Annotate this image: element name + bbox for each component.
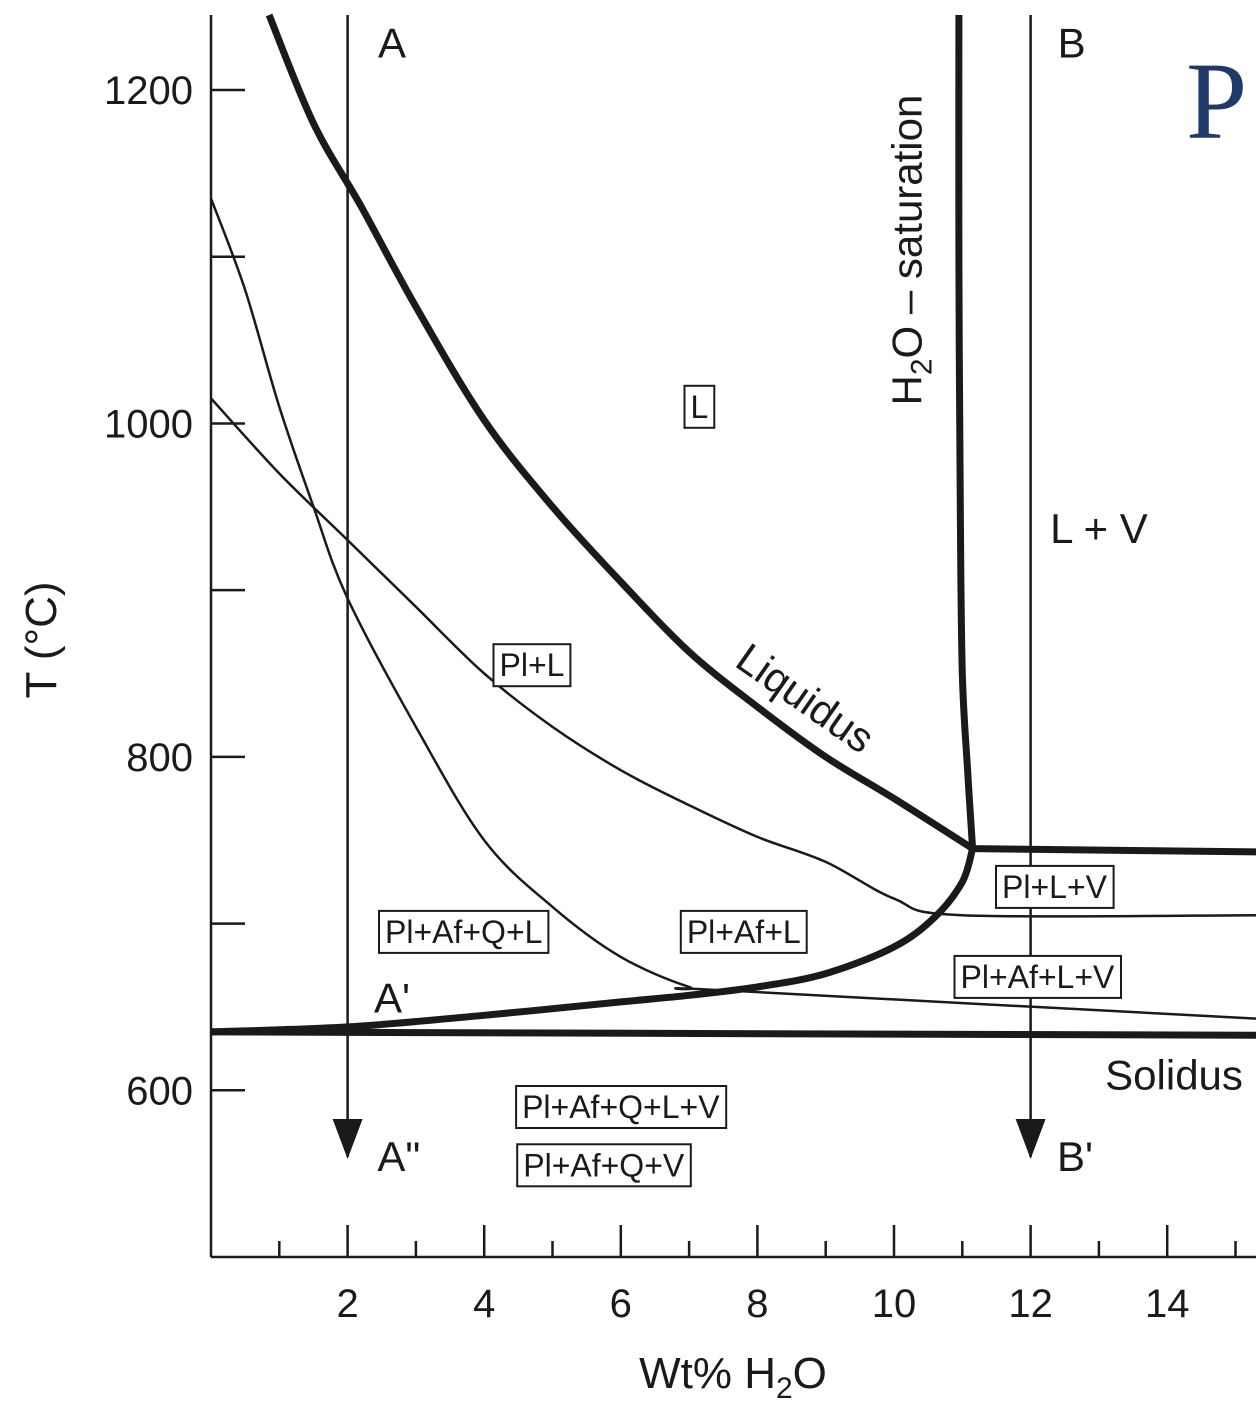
curve-af-in: [209, 197, 1256, 1020]
marker-a: A: [378, 19, 406, 66]
region-label-box: [953, 954, 1122, 999]
x-tick-label: 12: [1008, 1282, 1053, 1326]
region-label-text: Pl+Af+Q+V: [523, 1147, 685, 1183]
region-label-text: Pl+Af+L: [687, 914, 801, 950]
region-label-box: [492, 643, 572, 688]
region-label-l: L: [683, 384, 716, 429]
corner-glyph: P: [1186, 40, 1247, 162]
x-axis-title-tail: O: [793, 1349, 827, 1398]
region-label-pl-l: Pl+L: [492, 643, 572, 688]
region-label-text: Pl+Af+L+V: [960, 959, 1115, 995]
region-label-box: [515, 1085, 728, 1129]
x-tick-label: 10: [872, 1282, 917, 1326]
curve-vapor-saturation-curve: [210, 847, 976, 1036]
x-tick-label: 14: [1145, 1282, 1190, 1326]
region-label-box: [516, 1143, 692, 1188]
h2o-saturation-label-post: O – saturation: [883, 95, 930, 359]
y-tick-label: 600: [126, 1069, 193, 1113]
region-label-pl-af-q-l-v: Pl+Af+Q+L+V: [515, 1085, 728, 1129]
x-tick-label: 8: [746, 1282, 768, 1326]
region-label-text: L: [690, 389, 708, 425]
x-axis-title: Wt% H2O: [639, 1349, 827, 1404]
region-label-pl-l-v: Pl+L+V: [995, 864, 1115, 909]
path-a-arrowhead: [332, 1118, 363, 1159]
curve-l-v-boundary: [972, 845, 1256, 856]
marker-a-double-prime: A": [377, 1133, 420, 1180]
region-label-pl-af-l: Pl+Af+L: [679, 909, 808, 954]
y-tick-label: 1000: [104, 402, 193, 446]
region-label-box: [683, 384, 716, 429]
region-label-text: Pl+L+V: [1002, 869, 1108, 905]
x-tick-label: 2: [336, 1282, 358, 1326]
marker-b: B: [1058, 19, 1086, 66]
region-label-text: Pl+Af+Q+L+V: [522, 1089, 720, 1125]
region-label-text: Pl+Af+Q+L: [385, 914, 542, 950]
marker-b-prime: B': [1057, 1133, 1093, 1180]
region-label-box: [995, 864, 1115, 909]
axes-layer: [209, 15, 1256, 1259]
region-label-l-v: L + V: [1050, 505, 1148, 552]
region-label-box: [679, 909, 808, 954]
x-tick-label: 4: [473, 1282, 495, 1326]
region-label-text: L + V: [1050, 505, 1148, 552]
curve-liquidus: [265, 13, 975, 852]
solidus-label: Solidus: [1105, 1051, 1243, 1098]
curve-h2o-saturation: [955, 14, 977, 849]
y-axis-title: T (°C): [17, 582, 66, 699]
marker-a-prime: A': [374, 975, 410, 1022]
region-label-pl-af-q-l: Pl+Af+Q+L: [378, 909, 550, 954]
x-axis-title-main: Wt% H: [639, 1349, 776, 1398]
y-tick-label: 800: [126, 736, 193, 780]
region-label-pl-af-l-v: Pl+Af+L+V: [953, 954, 1122, 999]
x-axis-title-subscript: 2: [776, 1372, 793, 1404]
h2o-saturation-label: H2O – saturation: [883, 95, 938, 406]
path-b-arrowhead: [1015, 1118, 1046, 1159]
curve-solidus: [210, 1028, 1256, 1039]
region-label-pl-af-q-v: Pl+Af+Q+V: [516, 1143, 692, 1188]
ticks-layer: 2 4 6 8 10 12 14 600 800 1000 1200: [104, 69, 1237, 1326]
h2o-saturation-label-pre: H: [883, 375, 930, 405]
y-tick-label: 1200: [104, 69, 193, 113]
region-label-text: Pl+L: [500, 647, 565, 683]
h2o-saturation-label-sub: 2: [905, 358, 938, 375]
region-label-box: [378, 909, 550, 954]
curve-pl-in: [210, 397, 1256, 918]
x-tick-label: 6: [610, 1282, 632, 1326]
